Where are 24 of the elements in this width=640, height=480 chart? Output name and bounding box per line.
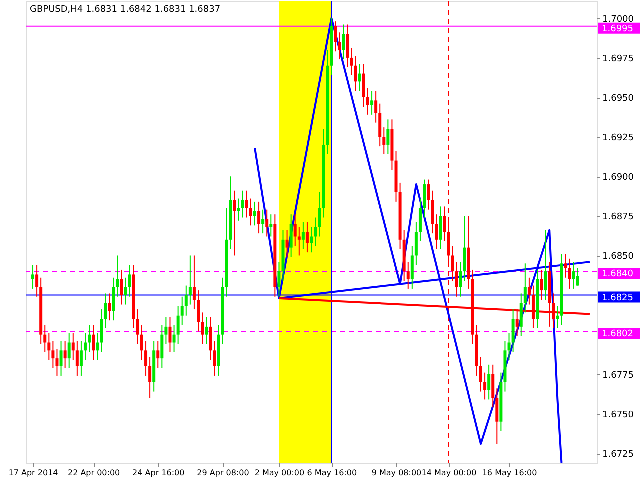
chart-title: GBPUSD,H4 1.6831 1.6842 1.6831 1.6837 xyxy=(30,5,221,15)
ref-line-label: 1.6802 xyxy=(602,330,634,340)
y-tick-label: 1.6725 xyxy=(602,450,634,460)
x-tick-label: 9 May 08:00 xyxy=(372,468,422,478)
x-tick-label: 14 May 00:00 xyxy=(422,468,477,478)
x-tick-label: 6 May 16:00 xyxy=(307,468,358,478)
y-tick-label: 1.6850 xyxy=(602,252,634,262)
y-tick-label: 1.6900 xyxy=(602,173,634,184)
ref-line-label: 1.6825 xyxy=(602,293,634,304)
y-tick-label: 1.6925 xyxy=(602,134,634,144)
y-tick-label: 1.7000 xyxy=(602,14,634,25)
x-tick-label: 17 Apr 2014 xyxy=(8,468,58,478)
y-tick-label: 1.6875 xyxy=(602,212,634,223)
y-tick-label: 1.6950 xyxy=(602,94,634,104)
y-tick-label: 1.6750 xyxy=(602,410,634,420)
y-tick-label: 1.6775 xyxy=(602,370,634,381)
x-tick-label: 24 Apr 16:00 xyxy=(132,468,185,478)
ref-line-label: 1.6840 xyxy=(602,270,634,280)
y-tick-label: 1.6975 xyxy=(602,54,634,64)
x-tick-label: 22 Apr 00:00 xyxy=(68,468,120,478)
x-tick-label: 2 May 00:00 xyxy=(254,468,305,478)
x-tick-label: 16 May 16:00 xyxy=(482,468,538,478)
ref-line-label: 1.6995 xyxy=(602,24,634,34)
x-tick-label: 29 Apr 08:00 xyxy=(197,468,250,478)
